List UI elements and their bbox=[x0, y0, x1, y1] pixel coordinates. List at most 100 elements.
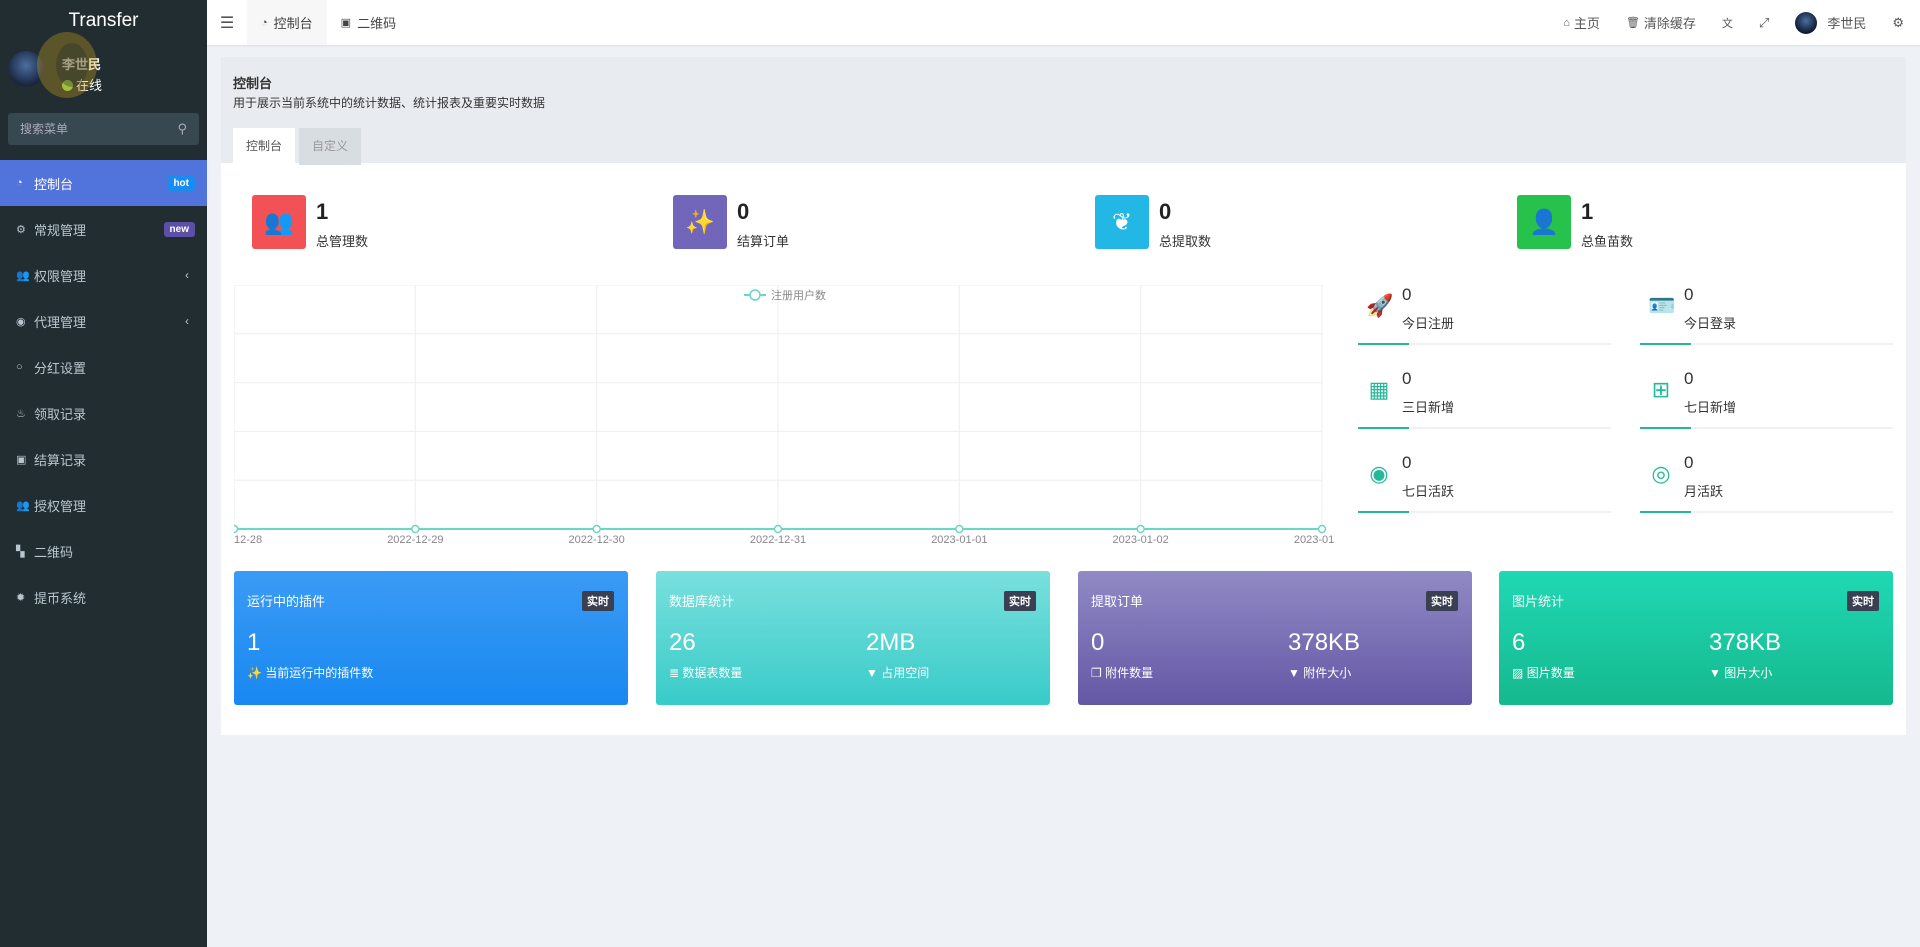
avatar bbox=[1795, 11, 1818, 34]
sidebar-item-5[interactable]: ♨ 领取记录 bbox=[0, 390, 207, 436]
users-icon: 👥 bbox=[252, 195, 306, 249]
stat-box: ✨ 0 结算订单 bbox=[673, 195, 789, 250]
registration-chart: 2022-12-28 2022-12-29 2022-12-30 2022-12-31… bbox=[234, 285, 1334, 545]
rocket-icon: 🚀 bbox=[1366, 293, 1394, 318]
progress-bar bbox=[1640, 511, 1893, 513]
card-label: ≣ 数据表数量 bbox=[669, 666, 743, 680]
stat-value: 0 bbox=[1159, 199, 1172, 224]
trash-icon: 🗑 bbox=[1625, 17, 1640, 29]
user-panel: 李世民 在线 bbox=[0, 45, 207, 107]
sidebar: Transfer 李世民 在线 ⚲ ◔控制台hot⚙常规管理new👥权限管理‹◉… bbox=[0, 0, 207, 947]
mini-stat-label: 月活跃 bbox=[1684, 484, 1724, 499]
tab-dashboard[interactable]: 控制台 bbox=[233, 128, 296, 165]
magic-icon: ✨ bbox=[247, 666, 262, 680]
mini-stat: ◉ 0 七日活跃 bbox=[1358, 453, 1611, 537]
sidebar-item-0[interactable]: ◔ 控制台 hot bbox=[0, 160, 207, 206]
sidebar-item-label: 代理管理 bbox=[34, 314, 87, 330]
sidebar-item-label: 提币系统 bbox=[34, 590, 87, 606]
chevron-left-icon: ‹ bbox=[185, 268, 189, 282]
data-point bbox=[955, 524, 964, 534]
sidebar-item-6[interactable]: ▣ 结算记录 bbox=[0, 436, 207, 482]
tab-custom[interactable]: 自定义 bbox=[299, 128, 362, 165]
progress-bar bbox=[1358, 511, 1611, 513]
vcard-icon: 🪪 bbox=[1648, 293, 1676, 318]
stat-card: 数据库统计 实时 26 ≣ 数据表数量 2MB ▼ 占用空间 bbox=[656, 571, 1050, 705]
sidebar-item-7[interactable]: 👥 授权管理 bbox=[0, 482, 207, 528]
card-label: ✨ 当前运行中的插件数 bbox=[247, 666, 374, 680]
card-label: ▼ 附件大小 bbox=[1288, 666, 1352, 680]
data-point bbox=[592, 524, 601, 534]
sidebar-item-9[interactable]: ✹ 提币系统 bbox=[0, 574, 207, 620]
sidebar-item-8[interactable]: ▚ 二维码 bbox=[0, 528, 207, 574]
user-menu[interactable]: 李世民 bbox=[1795, 11, 1866, 34]
qrcode-icon: ▚ bbox=[16, 545, 25, 558]
card-label: ▼ 占用空间 bbox=[866, 666, 930, 680]
card-value: 0 bbox=[1091, 629, 1105, 656]
files-icon: ❐ bbox=[1091, 666, 1102, 680]
user-circle-icon: ◉ bbox=[16, 315, 26, 328]
avatar bbox=[8, 51, 44, 87]
sidebar-item-2[interactable]: 👥 权限管理 ‹ bbox=[0, 252, 207, 298]
mini-stat-value: 0 bbox=[1402, 285, 1412, 304]
calendar-plus-icon: ⊞ bbox=[1651, 377, 1671, 402]
cogs-icon: ⚙ bbox=[16, 223, 26, 236]
leaf-icon: ❦ bbox=[1095, 195, 1149, 249]
mini-stat-label: 七日活跃 bbox=[1402, 484, 1455, 499]
card-value: 378KB bbox=[1288, 629, 1361, 656]
qrcode-icon: ▣ bbox=[340, 17, 352, 29]
mini-stat: ▦ 0 三日新增 bbox=[1358, 369, 1611, 453]
fullscreen-icon[interactable]: ⤢ bbox=[1758, 14, 1770, 30]
progress-bar bbox=[1640, 343, 1893, 345]
mini-stat: ◎ 0 月活跃 bbox=[1640, 453, 1893, 537]
search-icon[interactable]: ⚲ bbox=[177, 121, 187, 136]
sidebar-item-label: 授权管理 bbox=[34, 498, 87, 514]
settings-icon[interactable]: ⚙ bbox=[1892, 14, 1904, 30]
card-value: 6 bbox=[1512, 629, 1526, 656]
card-title: 数据库统计 bbox=[669, 594, 735, 609]
home-icon: ⌂ bbox=[1563, 16, 1570, 29]
progress-bar bbox=[1358, 427, 1611, 429]
legend-label: 注册用户数 bbox=[771, 288, 826, 302]
topbar: ☰ ◔ 控制台 ▣ 二维码 ⌂ 主页 🗑 清除缓存 文 ⤢ 李世民 ⚙ bbox=[207, 0, 1920, 45]
menu-search-input[interactable] bbox=[8, 113, 168, 145]
realtime-badge: 实时 bbox=[1004, 591, 1036, 611]
menu-toggle-icon[interactable]: ☰ bbox=[219, 14, 235, 32]
sidebar-menu: ◔ 控制台 hot ⚙ 常规管理 new 👥 权限管理 ‹ ◉ 代理管理 ‹ ○ 分红设置 ♨ 领取记录 ▣ 结算… bbox=[0, 160, 207, 620]
sidebar-item-1[interactable]: ⚙ 常规管理 new bbox=[0, 206, 207, 252]
data-point bbox=[234, 524, 239, 534]
tab-qrcode[interactable]: ▣ 二维码 bbox=[340, 16, 397, 31]
new-badge: new bbox=[163, 221, 195, 237]
realtime-badge: 实时 bbox=[1847, 591, 1879, 611]
home-link[interactable]: ⌂ 主页 bbox=[1563, 16, 1600, 31]
mini-stat-value: 0 bbox=[1402, 369, 1412, 388]
user-name: 李世民 bbox=[62, 57, 102, 72]
sidebar-item-label: 领取记录 bbox=[34, 406, 87, 422]
app-logo[interactable]: Transfer bbox=[68, 10, 139, 31]
database-icon: ≣ bbox=[669, 666, 680, 680]
filter-icon: ▼ bbox=[1709, 666, 1721, 680]
mini-stat: 🚀 0 今日注册 bbox=[1358, 285, 1611, 369]
stat-label: 总提取数 bbox=[1159, 234, 1212, 249]
card-label: ▨ 图片数量 bbox=[1512, 666, 1575, 680]
card-title: 提取订单 bbox=[1091, 594, 1144, 609]
sidebar-item-4[interactable]: ○ 分红设置 bbox=[0, 344, 207, 390]
user-circle-o-icon: ◎ bbox=[1651, 461, 1671, 486]
chevron-left-icon: ‹ bbox=[185, 314, 189, 328]
mini-stat: ⊞ 0 七日新增 bbox=[1640, 369, 1893, 453]
sidebar-item-3[interactable]: ◉ 代理管理 ‹ bbox=[0, 298, 207, 344]
language-icon[interactable]: 文 bbox=[1721, 17, 1733, 30]
gear-icon: ✹ bbox=[16, 591, 26, 604]
stat-value: 1 bbox=[1581, 199, 1594, 224]
clear-cache-button[interactable]: 🗑 清除缓存 bbox=[1625, 16, 1696, 31]
progress-bar bbox=[1640, 427, 1893, 429]
dashboard-icon: ◔ bbox=[261, 16, 268, 29]
tab-dashboard[interactable]: ◔ 控制台 bbox=[247, 0, 327, 45]
sidebar-item-label: 控制台 bbox=[34, 176, 74, 192]
user-icon: 👤 bbox=[1517, 195, 1571, 249]
sidebar-item-label: 常规管理 bbox=[34, 222, 87, 238]
mini-stat-value: 0 bbox=[1684, 285, 1694, 304]
stat-card: 提取订单 实时 0 ❐ 附件数量 378KB ▼ 附件大小 bbox=[1078, 571, 1472, 705]
x-tick-label: 2022-12-29 bbox=[387, 534, 443, 545]
stat-box: 👥 1 总管理数 bbox=[252, 195, 368, 250]
stat-box: 👤 1 总鱼苗数 bbox=[1517, 195, 1633, 250]
